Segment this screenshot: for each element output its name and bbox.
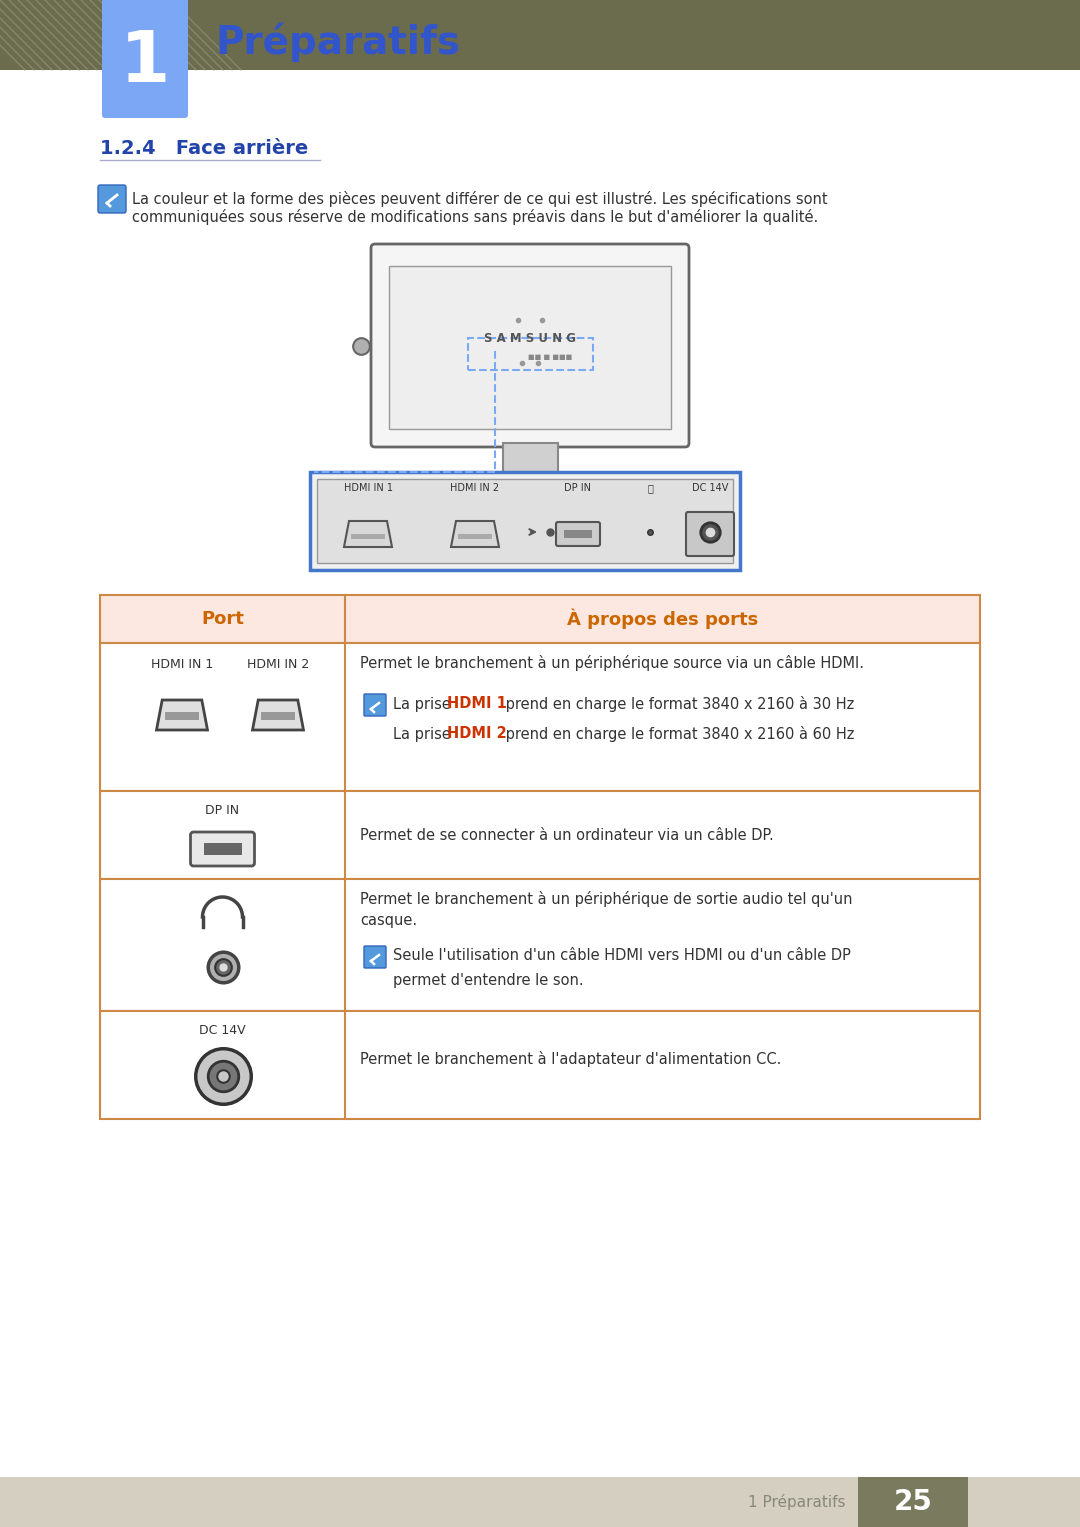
FancyBboxPatch shape xyxy=(460,475,599,496)
Bar xyxy=(458,534,492,539)
Text: ■■ ■ ■■■: ■■ ■ ■■■ xyxy=(528,354,572,360)
Polygon shape xyxy=(253,699,303,730)
Text: DP IN: DP IN xyxy=(205,805,240,817)
Text: Permet le branchement à l'adaptateur d'alimentation CC.: Permet le branchement à l'adaptateur d'a… xyxy=(360,1051,781,1067)
FancyBboxPatch shape xyxy=(372,244,689,447)
Bar xyxy=(100,880,980,1011)
Text: 1 Préparatifs: 1 Préparatifs xyxy=(747,1493,845,1510)
Text: 🎧: 🎧 xyxy=(647,483,653,493)
Text: Permet de se connecter à un ordinateur via un câble DP.: Permet de se connecter à un ordinateur v… xyxy=(360,828,773,843)
Polygon shape xyxy=(451,521,499,547)
Bar xyxy=(318,479,733,563)
Text: 1: 1 xyxy=(120,27,171,98)
Text: 25: 25 xyxy=(893,1487,932,1516)
Bar xyxy=(468,337,593,370)
Text: Permet le branchement à un périphérique de sortie audio tel qu'un: Permet le branchement à un périphérique … xyxy=(360,890,852,907)
Bar xyxy=(0,0,1080,70)
Text: 1.2.4   Face arrière: 1.2.4 Face arrière xyxy=(100,139,308,157)
Text: HDMI IN 1: HDMI IN 1 xyxy=(343,483,392,493)
Bar xyxy=(203,843,242,855)
FancyBboxPatch shape xyxy=(686,512,734,556)
Text: HDMI IN 2: HDMI IN 2 xyxy=(450,483,500,493)
Text: Permet le branchement à un périphérique source via un câble HDMI.: Permet le branchement à un périphérique … xyxy=(360,655,864,670)
Bar xyxy=(100,596,980,643)
Text: La prise: La prise xyxy=(393,727,456,742)
Text: Préparatifs: Préparatifs xyxy=(215,23,460,61)
Bar xyxy=(165,712,199,719)
Bar xyxy=(100,643,980,791)
FancyBboxPatch shape xyxy=(98,185,126,212)
Text: Seule l'utilisation d'un câble HDMI vers HDMI ou d'un câble DP: Seule l'utilisation d'un câble HDMI vers… xyxy=(393,948,851,964)
Text: La prise: La prise xyxy=(393,696,456,712)
Text: HDMI IN 1: HDMI IN 1 xyxy=(151,658,213,672)
Text: À propos des ports: À propos des ports xyxy=(567,609,758,629)
Bar xyxy=(389,266,671,429)
Text: casque.: casque. xyxy=(360,913,417,928)
Bar xyxy=(310,472,740,570)
FancyBboxPatch shape xyxy=(364,947,386,968)
Bar xyxy=(100,791,980,880)
Polygon shape xyxy=(345,521,392,547)
Text: HDMI 1: HDMI 1 xyxy=(447,696,507,712)
Bar xyxy=(100,1011,980,1119)
Polygon shape xyxy=(157,699,207,730)
Bar xyxy=(0,1477,1080,1527)
Text: DP IN: DP IN xyxy=(565,483,592,493)
Text: prend en charge le format 3840 x 2160 à 30 Hz: prend en charge le format 3840 x 2160 à … xyxy=(501,696,854,712)
Text: prend en charge le format 3840 x 2160 à 60 Hz: prend en charge le format 3840 x 2160 à … xyxy=(501,725,854,742)
Bar xyxy=(858,1477,968,1527)
Text: communiquées sous réserve de modifications sans préavis dans le but d'améliorer : communiquées sous réserve de modificatio… xyxy=(132,209,819,224)
Text: HDMI IN 2: HDMI IN 2 xyxy=(247,658,309,672)
Bar xyxy=(351,534,384,539)
Text: DC 14V: DC 14V xyxy=(692,483,728,493)
Bar xyxy=(502,443,557,475)
Text: DC 14V: DC 14V xyxy=(199,1025,246,1037)
Bar xyxy=(564,530,592,538)
Text: permet d'entendre le son.: permet d'entendre le son. xyxy=(393,973,583,988)
Text: HDMI 2: HDMI 2 xyxy=(447,727,507,742)
FancyBboxPatch shape xyxy=(190,832,255,866)
Text: La couleur et la forme des pièces peuvent différer de ce qui est illustré. Les s: La couleur et la forme des pièces peuven… xyxy=(132,191,827,208)
Text: S A M S U N G: S A M S U N G xyxy=(484,331,576,345)
Text: Port: Port xyxy=(201,609,244,628)
FancyBboxPatch shape xyxy=(556,522,600,547)
FancyBboxPatch shape xyxy=(102,0,188,118)
FancyBboxPatch shape xyxy=(364,693,386,716)
Bar xyxy=(261,712,295,719)
